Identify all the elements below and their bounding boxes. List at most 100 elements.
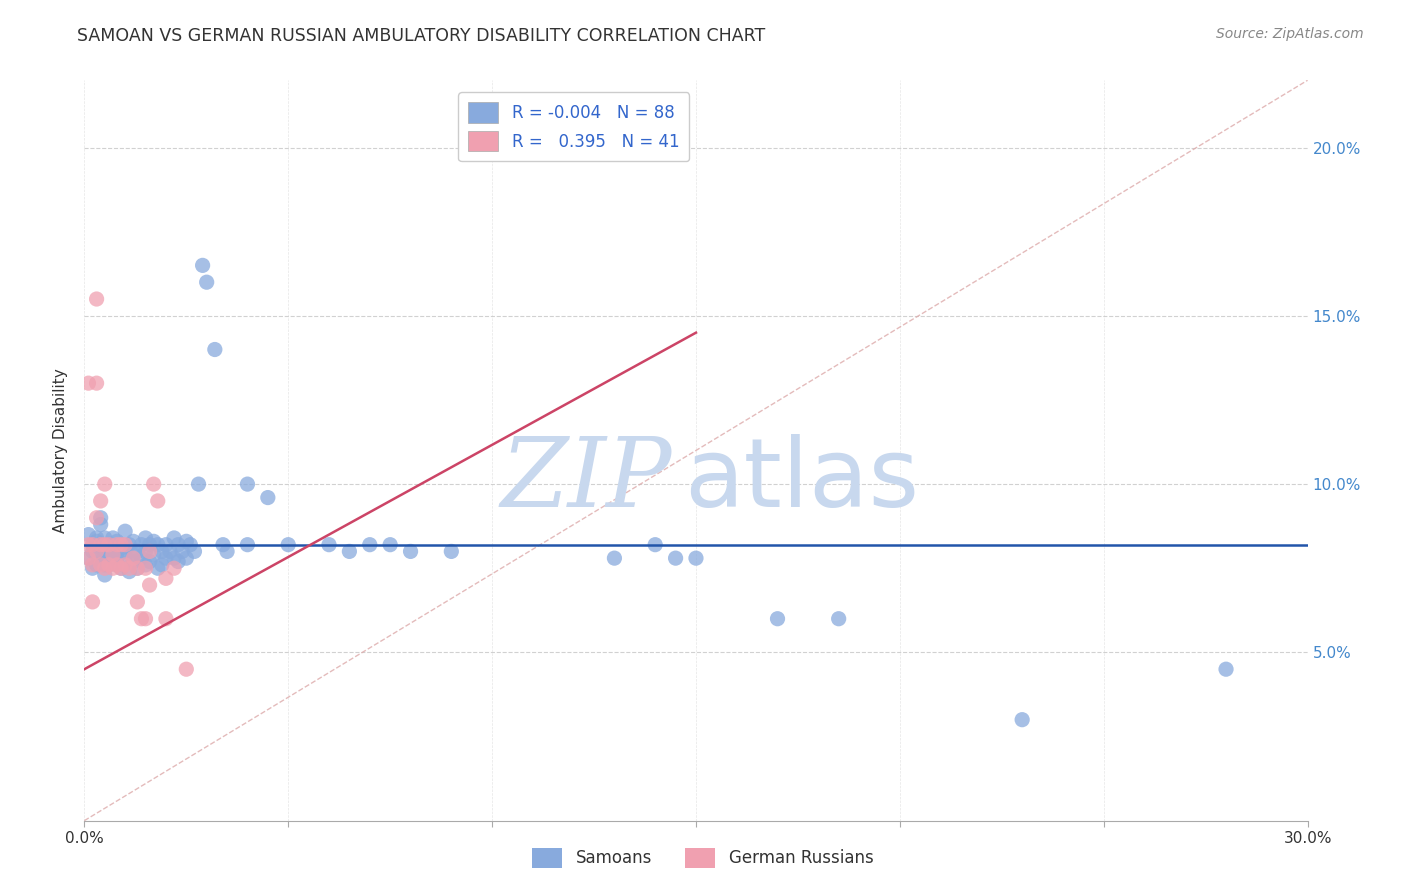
Point [93,477,115,491]
Point [150,558,173,572]
Point [603,551,626,566]
Point [110,538,132,552]
Point [110,541,132,555]
Point [179,538,201,552]
Point [339,544,361,558]
Text: atlas: atlas [683,434,920,526]
Point [86,510,108,524]
Point [86,544,108,558]
Point [155,538,177,552]
Point [97,558,120,572]
Point [93,568,115,582]
Point [399,544,422,558]
Point [318,538,340,552]
Point [135,544,157,558]
Point [90,494,112,508]
Point [86,292,108,306]
Point [183,544,205,558]
Point [828,612,851,626]
Point [82,561,104,575]
Point [90,517,112,532]
Point [685,551,707,566]
Point [93,531,115,545]
Point [97,548,120,562]
Point [167,554,190,569]
Point [359,538,381,552]
Point [187,477,209,491]
Point [155,612,177,626]
Point [86,376,108,391]
Point [77,376,100,391]
Point [155,571,177,585]
Y-axis label: Ambulatory Disability: Ambulatory Disability [53,368,69,533]
Point [110,561,132,575]
Point [122,554,145,569]
Point [122,548,145,562]
Point [82,595,104,609]
Point [105,538,128,552]
Point [122,534,145,549]
Point [174,534,197,549]
Point [163,561,186,575]
Point [1011,713,1033,727]
Point [150,544,173,558]
Point [212,538,235,552]
Point [236,477,259,491]
Point [766,612,789,626]
Point [82,538,104,552]
Point [97,558,120,572]
Point [204,343,226,357]
Point [114,551,136,566]
Point [644,538,666,552]
Point [77,551,100,566]
Point [172,544,194,558]
Point [114,544,136,558]
Point [82,558,104,572]
Point [82,544,104,558]
Point [90,541,112,555]
Point [101,548,124,562]
Point [167,538,190,552]
Point [138,544,160,558]
Point [127,561,149,575]
Point [135,612,157,626]
Point [665,551,688,566]
Point [131,538,153,552]
Point [142,548,165,562]
Point [127,544,149,558]
Point [101,544,124,558]
Point [163,531,186,545]
Point [131,612,153,626]
Point [101,561,124,575]
Point [105,534,128,549]
Point [90,538,112,552]
Point [163,551,186,566]
Point [110,561,132,575]
Text: ZIP: ZIP [501,434,672,527]
Point [118,565,141,579]
Point [159,544,181,558]
Point [131,551,153,566]
Point [101,551,124,566]
Point [380,538,402,552]
Point [97,538,120,552]
Point [135,561,157,575]
Point [138,538,160,552]
Point [146,494,169,508]
Point [122,551,145,566]
Point [114,558,136,572]
Point [86,534,108,549]
Point [97,538,120,552]
Point [191,258,214,272]
Point [174,551,197,566]
Point [440,544,463,558]
Point [277,538,299,552]
Legend: Samoans, German Russians: Samoans, German Russians [526,841,880,875]
Point [138,578,160,592]
Point [257,491,280,505]
Point [155,551,177,566]
Point [101,531,124,545]
Point [82,538,104,552]
Point [142,534,165,549]
Point [118,538,141,552]
